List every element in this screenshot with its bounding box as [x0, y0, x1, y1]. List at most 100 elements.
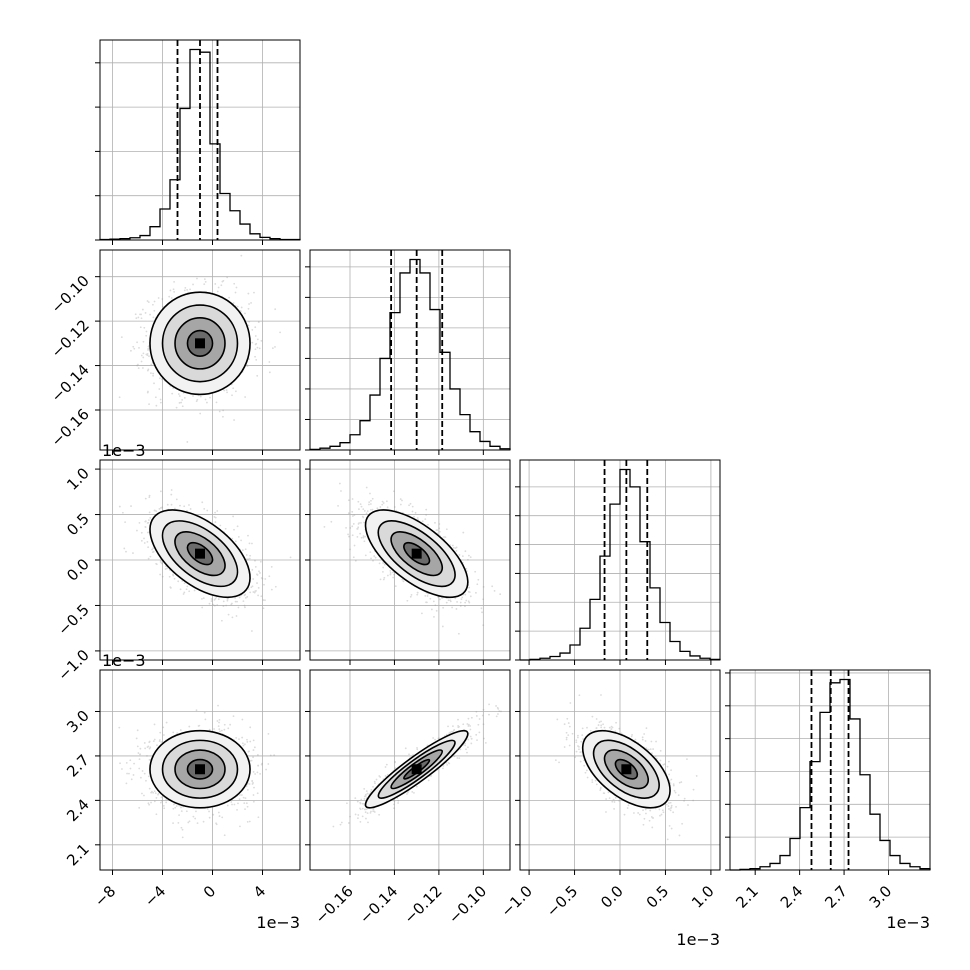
sample-point [244, 593, 247, 596]
sample-point [424, 518, 427, 521]
sample-point [247, 534, 249, 537]
sample-point [256, 338, 259, 341]
sample-point [159, 573, 162, 576]
sample-point [133, 762, 135, 765]
sample-point [248, 557, 251, 560]
sample-point [218, 410, 221, 413]
sample-point [243, 594, 246, 597]
sample-point [148, 403, 150, 406]
sample-point [136, 729, 139, 732]
sample-point [264, 599, 266, 602]
sample-point [461, 555, 464, 558]
sample-point [223, 723, 226, 726]
sample-point [365, 486, 368, 489]
sample-point [246, 365, 249, 368]
sample-point [243, 604, 246, 607]
sample-point [248, 320, 251, 323]
sample-point [251, 630, 253, 632]
sample-point [177, 821, 180, 824]
sample-point [259, 560, 262, 563]
sample-point [173, 577, 176, 580]
sample-point [196, 822, 199, 825]
sample-point [382, 562, 385, 564]
sample-point [181, 399, 184, 401]
sample-point [416, 517, 419, 519]
sample-point [232, 302, 235, 304]
sample-point [214, 516, 217, 519]
sample-point [240, 306, 243, 309]
sample-point [447, 599, 450, 602]
sample-point [253, 591, 256, 594]
sample-point [254, 326, 257, 329]
sample-point [364, 535, 367, 538]
sample-point [389, 573, 392, 576]
sample-point [224, 527, 227, 530]
sample-point [254, 335, 257, 337]
sample-point [155, 562, 158, 565]
sample-point [147, 546, 150, 549]
sample-point [219, 730, 221, 733]
sample-point [464, 550, 467, 553]
sample-point [173, 507, 176, 510]
sample-point [244, 312, 246, 315]
sample-point [383, 576, 386, 579]
sample-point [252, 739, 255, 742]
sample-point [244, 596, 247, 599]
sample-point [455, 549, 458, 552]
sample-point [231, 537, 234, 540]
sample-point [381, 503, 384, 506]
sample-point [244, 808, 246, 811]
sample-point [159, 398, 162, 401]
sample-point [140, 317, 143, 320]
sample-point [138, 346, 140, 349]
sample-point [469, 556, 472, 559]
sample-point [181, 405, 184, 408]
sample-point [240, 539, 242, 542]
sample-point [175, 406, 178, 409]
sample-point [246, 595, 249, 598]
sample-point [149, 313, 151, 316]
sample-point [251, 779, 254, 782]
sample-point [136, 341, 138, 344]
panel-frame [729, 669, 931, 871]
sample-point [170, 489, 173, 491]
sample-point [148, 741, 151, 744]
sample-point [216, 720, 219, 722]
sample-point [146, 369, 149, 372]
sample-point [252, 756, 254, 759]
sample-point [369, 551, 372, 554]
sample-point [457, 632, 460, 635]
sample-point [154, 396, 157, 399]
sample-point [143, 326, 146, 329]
sample-point [213, 604, 216, 607]
histogram-panel-p3 [515, 459, 721, 661]
sample-point [406, 599, 409, 602]
sample-point [227, 613, 230, 616]
sample-point [233, 528, 235, 531]
sample-point [430, 608, 433, 611]
sample-point [389, 572, 392, 574]
sample-point [482, 624, 485, 627]
sample-point [195, 709, 198, 712]
sample-point [146, 391, 149, 394]
sample-point [219, 524, 222, 527]
sample-point [125, 761, 128, 764]
sample-point [201, 501, 204, 504]
sample-point [262, 599, 265, 601]
sample-point [152, 372, 155, 375]
sample-point [459, 605, 462, 607]
sample-point [130, 505, 132, 507]
sample-point [392, 576, 395, 579]
sample-point [234, 540, 237, 543]
sample-point [353, 544, 356, 547]
sample-point [357, 500, 360, 503]
sample-point [454, 597, 457, 600]
sample-point [139, 326, 142, 329]
sample-point [425, 513, 428, 516]
sample-point [274, 308, 277, 311]
sample-point [257, 594, 259, 597]
histogram-panel-p4 [725, 669, 931, 871]
sample-point [356, 527, 359, 530]
sample-point [257, 321, 260, 324]
sample-point [237, 536, 240, 538]
